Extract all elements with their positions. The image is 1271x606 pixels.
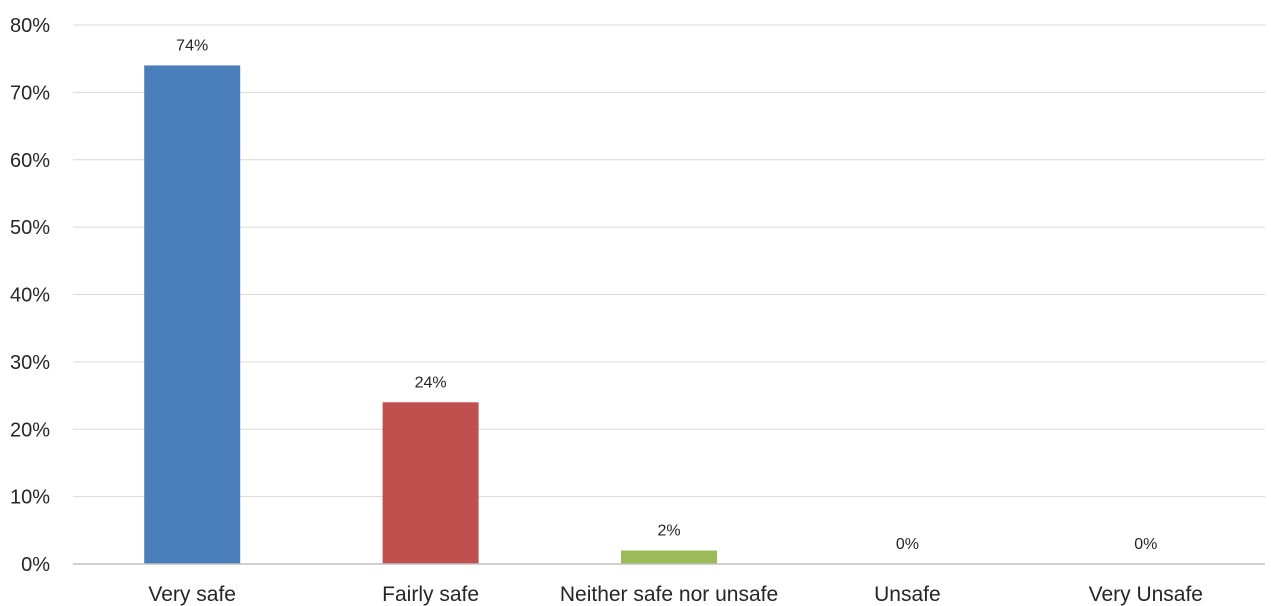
x-tick-label-fairly-safe: Fairly safe xyxy=(382,583,479,606)
y-tick-label-80: 80% xyxy=(10,15,50,37)
data-label-fairly-safe: 24% xyxy=(415,374,447,391)
y-tick-label-10: 10% xyxy=(10,487,50,509)
data-label-very-safe: 74% xyxy=(176,37,208,54)
y-tick-label-20: 20% xyxy=(10,419,50,441)
data-labels: 74% 24% 2% 0% 0% xyxy=(176,37,1157,553)
y-tick-label-40: 40% xyxy=(10,285,50,307)
x-tick-label-unsafe: Unsafe xyxy=(874,583,941,606)
data-label-very-unsafe: 0% xyxy=(1134,536,1157,553)
x-axis-category-labels: Very safe Fairly safe Neither safe nor uns… xyxy=(148,583,1203,606)
x-tick-label-very-safe: Very safe xyxy=(148,583,236,606)
x-tick-label-neither-safe-nor-unsafe: Neither safe nor unsafe xyxy=(560,583,778,606)
bar-neither-safe-nor-unsafe xyxy=(621,550,717,564)
y-tick-label-60: 60% xyxy=(10,150,50,172)
y-tick-label-50: 50% xyxy=(10,217,50,239)
gridlines xyxy=(73,24,1265,498)
y-tick-label-30: 30% xyxy=(10,352,50,374)
y-axis-tick-labels: 0% 10% 20% 30% 40% 50% 60% 70% 80% xyxy=(10,15,50,576)
data-label-neither-safe-nor-unsafe: 2% xyxy=(657,523,680,540)
y-tick-label-70: 70% xyxy=(10,82,50,104)
x-tick-label-very-unsafe: Very Unsafe xyxy=(1089,583,1203,606)
bar-very-safe xyxy=(144,65,241,565)
data-label-unsafe: 0% xyxy=(896,536,919,553)
bars xyxy=(144,65,717,565)
bar-fairly-safe xyxy=(382,402,479,564)
y-tick-label-0: 0% xyxy=(21,554,50,576)
